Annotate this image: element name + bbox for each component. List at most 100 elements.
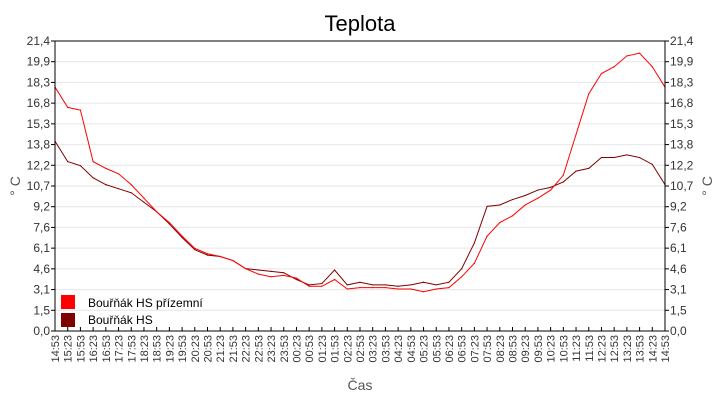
data-point [333,269,336,271]
x-tick-label: 23:23 [266,335,278,363]
data-point [308,285,310,287]
data-point [270,276,272,278]
data-point [257,273,259,275]
data-point [130,184,132,186]
series-line [54,52,666,293]
y-tick-label-left: 1,5 [33,303,50,317]
data-point [372,284,374,286]
x-tick-label: 14:53 [50,335,62,363]
data-point [105,184,107,186]
data-point [626,154,628,156]
data-point [422,291,425,293]
legend-swatch [61,295,75,309]
data-point [486,205,488,207]
data-point [486,235,488,237]
x-tick-label: 04:53 [406,335,418,363]
x-tick-label: 06:53 [457,335,469,363]
data-point [79,165,82,167]
data-point [130,192,132,194]
data-point [448,287,450,289]
data-point [613,66,615,68]
data-point [143,197,145,199]
data-point [435,288,437,290]
y-tick-label-right: 0,0 [670,324,687,338]
data-point [257,269,259,271]
y-tick-label-right: 16,8 [670,96,694,110]
y-tick-label-right: 10,7 [670,179,694,193]
data-point [588,167,590,169]
data-point [92,161,94,163]
data-point [448,281,450,283]
data-point [359,281,361,283]
y-tick-label-right: 13,8 [670,138,694,152]
data-point [359,287,361,289]
data-point [105,167,107,169]
x-tick-label: 11:53 [584,335,596,362]
x-tick-label: 11:23 [571,335,583,362]
x-tick-label: 12:23 [596,335,608,363]
data-point [524,204,526,206]
x-tick-label: 15:53 [75,335,87,363]
data-point [638,156,641,159]
legend-item[interactable]: Bouřňák HS přízemní [61,295,203,310]
x-tick-label: 02:23 [342,335,354,363]
legend-item[interactable]: Bouřňák HS [61,313,153,327]
data-point [461,268,463,270]
y-tick-label-left: 16,8 [27,96,51,110]
y-tick-label-left: 15,3 [27,117,51,131]
y-tick-label-right: 15,3 [670,117,694,131]
x-tick-label: 08:23 [495,335,507,363]
y-tick-label-right: 4,6 [670,262,687,276]
data-point [181,235,183,237]
x-tick-label: 20:23 [190,335,202,363]
data-point [117,173,120,175]
x-tick-label: 02:53 [355,335,367,363]
data-point [206,254,209,256]
data-point [550,186,552,188]
x-tick-label: 14:23 [647,335,659,363]
legend-swatch [61,313,75,327]
data-point [550,189,552,191]
y-tick-label-left: 4,6 [33,262,50,276]
data-point [562,181,564,183]
data-point [232,259,234,262]
y-tick-label-right: 6,1 [670,241,687,255]
x-tick-label: 10:23 [546,335,558,363]
x-tick-label: 03:23 [368,335,380,363]
y-tick-label-right: 18,3 [670,75,694,89]
y-axis-label-left: ° C [7,176,23,196]
chart-title: Teplota [325,11,397,36]
data-point [575,133,577,136]
x-tick-label: 18:53 [152,335,164,363]
x-tick-label: 08:53 [508,335,520,363]
data-point [92,177,94,179]
legend-label: Bouřňák HS [88,313,153,327]
data-point [194,249,196,251]
data-point [181,236,183,239]
legend-label: Bouřňák HS přízemní [88,296,203,310]
data-point [384,284,387,286]
x-tick-label: 05:23 [419,335,431,363]
data-point [333,278,336,281]
x-tick-label: 00:53 [304,335,316,363]
x-tick-label: 07:53 [482,335,494,363]
data-point [219,255,221,258]
data-point [575,170,577,172]
data-point [537,197,539,199]
series-line [54,141,666,287]
data-point [588,93,590,95]
data-point [283,274,285,277]
data-point [321,282,323,285]
data-point [499,221,501,224]
data-point [600,72,603,75]
y-tick-label-left: 7,6 [33,220,50,234]
y-tick-label-left: 19,9 [27,55,51,69]
x-tick-label: 19:53 [177,335,189,363]
data-point [410,288,412,290]
data-point [422,281,425,283]
y-tick-label-left: 10,7 [27,179,51,193]
data-point [638,52,641,54]
data-point [626,55,628,57]
data-point [168,223,170,225]
data-point [346,288,348,290]
